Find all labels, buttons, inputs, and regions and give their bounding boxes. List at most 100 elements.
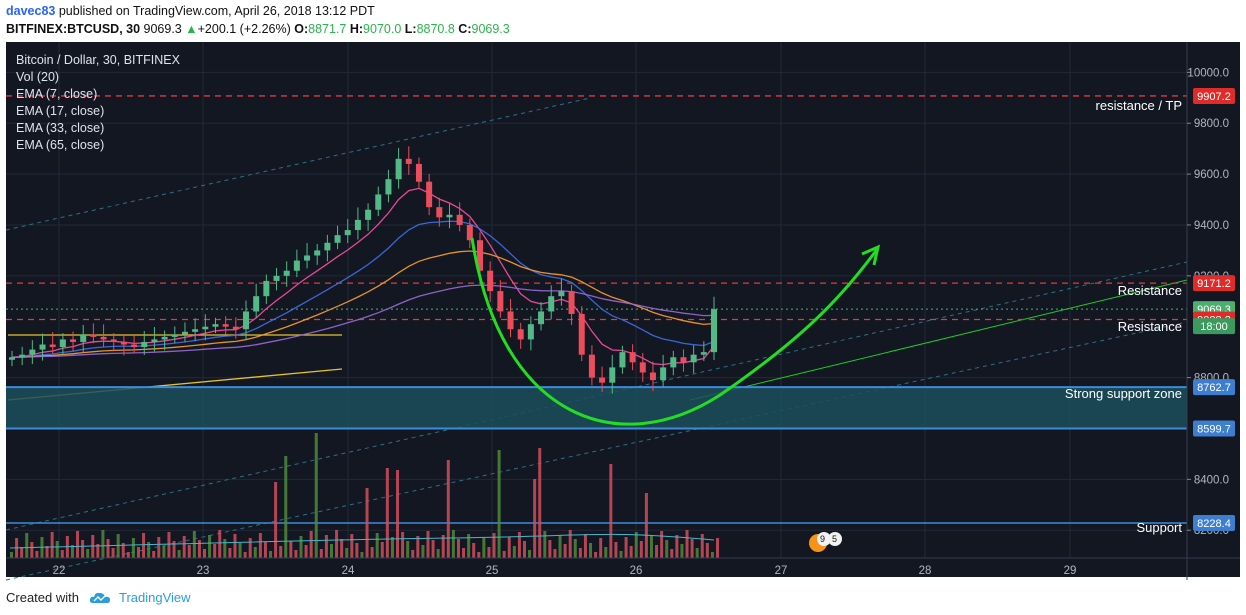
price-marker-label: 8599.7: [1197, 424, 1231, 436]
volume-bar: [634, 532, 638, 558]
candle-body: [49, 344, 56, 348]
volume-bar: [548, 540, 552, 558]
volume-bar: [401, 532, 405, 558]
time-tick-label: 27: [775, 565, 788, 577]
candle-body: [192, 329, 199, 332]
volume-bar: [528, 550, 532, 558]
volume-bar: [583, 534, 587, 558]
volume-bar: [695, 548, 699, 558]
arrow-head-icon: [861, 244, 881, 266]
volume-bar: [390, 537, 394, 558]
candle-body: [232, 326, 239, 330]
price-tick-label: 10000.0: [1187, 67, 1229, 79]
volume-bar: [431, 540, 435, 558]
volume-bar: [644, 493, 648, 558]
price-marker-box: [1193, 514, 1235, 531]
legend-ema65: EMA (65, close): [16, 138, 105, 152]
candle-body: [243, 311, 249, 330]
high-value: 9070.0: [363, 22, 402, 36]
trend-line-green: [689, 279, 1188, 401]
price-tick-label: 9600.0: [1194, 169, 1229, 181]
publish-text: published on TradingView.com, April 26, …: [58, 4, 375, 18]
volume-bar: [685, 530, 689, 558]
volume-bar: [675, 535, 679, 558]
volume-bar: [614, 542, 618, 558]
candle-body: [19, 354, 26, 358]
volume-bar: [106, 539, 110, 558]
volume-bar: [324, 535, 328, 558]
volume-bar: [203, 549, 207, 558]
volume-bar: [411, 550, 415, 558]
low-label: L:: [404, 22, 417, 36]
axes: 10000.09800.09600.09400.09200.08800.0840…: [6, 42, 1240, 580]
volume-bar: [111, 548, 115, 558]
candle-body: [609, 367, 616, 383]
tradingview-link[interactable]: TradingView: [118, 590, 191, 605]
candle-body: [29, 349, 36, 355]
candle-body: [263, 280, 270, 297]
volume-bar: [563, 544, 567, 558]
publish-info: davec83 published on TradingView.com, Ap…: [6, 4, 375, 18]
volume-bar: [517, 532, 521, 558]
volume-bar: [568, 530, 572, 558]
volume-bar: [223, 539, 227, 558]
price-marker-label: 9907.2: [1197, 91, 1231, 103]
volume-bar: [340, 539, 344, 558]
trend-lines: [5, 97, 1188, 581]
legend-ema33: EMA (33, close): [16, 121, 105, 135]
candle-body: [39, 344, 46, 350]
candle-body: [131, 344, 138, 348]
volume-bar: [70, 545, 74, 558]
volume-bar: [385, 468, 389, 558]
volume-bar: [218, 530, 222, 558]
legend-ema17: EMA (17, close): [16, 104, 105, 118]
candle-body: [395, 158, 402, 180]
symbol-label: BITFINEX:BTCUSD, 30: [6, 22, 141, 36]
created-with-label: Created with: [6, 590, 79, 605]
volume-bar: [10, 552, 13, 558]
candle-body: [283, 270, 290, 276]
candle-body: [70, 339, 77, 342]
volume-bar: [187, 545, 191, 558]
annotation-label: Resistance: [1118, 283, 1182, 298]
candle-body: [446, 214, 453, 218]
chart-legend: Bitcoin / Dollar, 30, BITFINEX Vol (20) …: [16, 52, 180, 154]
drawing-overlay: resistance / TP Resistance Resistance Stron…: [470, 98, 1182, 552]
volume-bar: [355, 543, 359, 558]
candle-body: [588, 354, 595, 378]
volume-bar: [76, 531, 80, 558]
price-marker-box: [1193, 275, 1235, 292]
volume-bar: [502, 551, 506, 558]
volume-bar: [253, 547, 257, 558]
volume-bar: [55, 541, 59, 558]
volume-bar: [533, 479, 537, 558]
author-link[interactable]: davec83: [6, 4, 56, 18]
candle-body: [354, 219, 361, 231]
volume-bar: [304, 545, 308, 558]
volume-ma-line: [9, 533, 715, 549]
volume-bar: [60, 550, 64, 558]
candle-body: [181, 331, 188, 335]
countdown-box: [1193, 318, 1235, 335]
volume-bar: [487, 547, 491, 558]
volume-bar: [279, 546, 283, 558]
candle-body: [385, 179, 392, 195]
event-badge-icon: [817, 532, 831, 546]
volume-bar: [136, 547, 140, 558]
candle-body: [415, 163, 422, 182]
last-price: 9069.3: [143, 22, 182, 36]
volume-bar: [30, 542, 34, 558]
volume-bar: [269, 551, 273, 558]
volume-bar: [101, 530, 105, 558]
volume-bar: [243, 552, 247, 558]
volume-bar: [157, 537, 161, 558]
volume-bar: [624, 537, 628, 558]
candle-body: [324, 242, 331, 251]
candle-body: [649, 372, 656, 381]
channel-line: [5, 261, 1188, 531]
candle-body: [334, 235, 341, 243]
candle-body: [629, 352, 636, 363]
annotation-label: Strong support zone: [1065, 386, 1182, 401]
volume-bar: [233, 534, 237, 558]
